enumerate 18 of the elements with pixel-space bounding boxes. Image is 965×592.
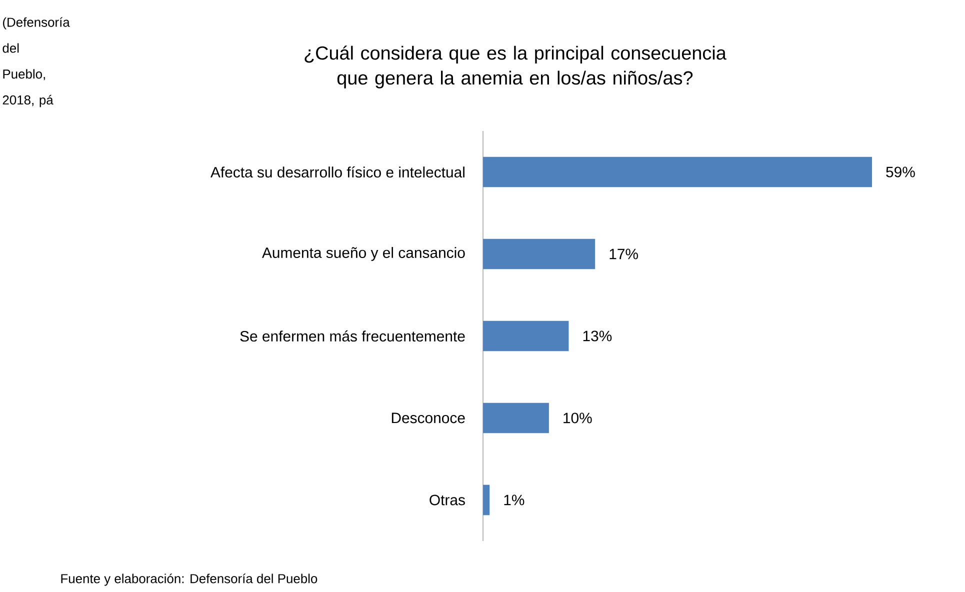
chart-title: ¿Cuál considera que es la principal consecuencia que genera la anemia en los/as niños/as? [304,46,726,88]
data-label: 1% [504,494,524,506]
text: (Defensoría del Pueblo, 2018, pá [2,17,70,108]
data-label: 10% [564,412,592,424]
bar [483,320,569,352]
source-note: Fuente y elaboración: Defensoría del Pueblo [61,574,318,586]
bar [483,156,872,188]
y-tick-label: Aumenta sueño y el cansancio [262,247,465,261]
y-tick-label: Se enfermen más frecuentemente [240,330,465,342]
bar [483,402,549,434]
data-label: 17% [610,248,638,260]
y-tick-label: Afecta su desarrollo físico e intelectual [210,166,464,178]
bar [483,238,596,270]
data-label: 59% [886,166,915,178]
y-tick-label: Desconoce [392,412,465,424]
data-label: 13% [583,330,612,342]
bar [483,484,490,516]
y-tick-label: Otras [430,494,465,506]
